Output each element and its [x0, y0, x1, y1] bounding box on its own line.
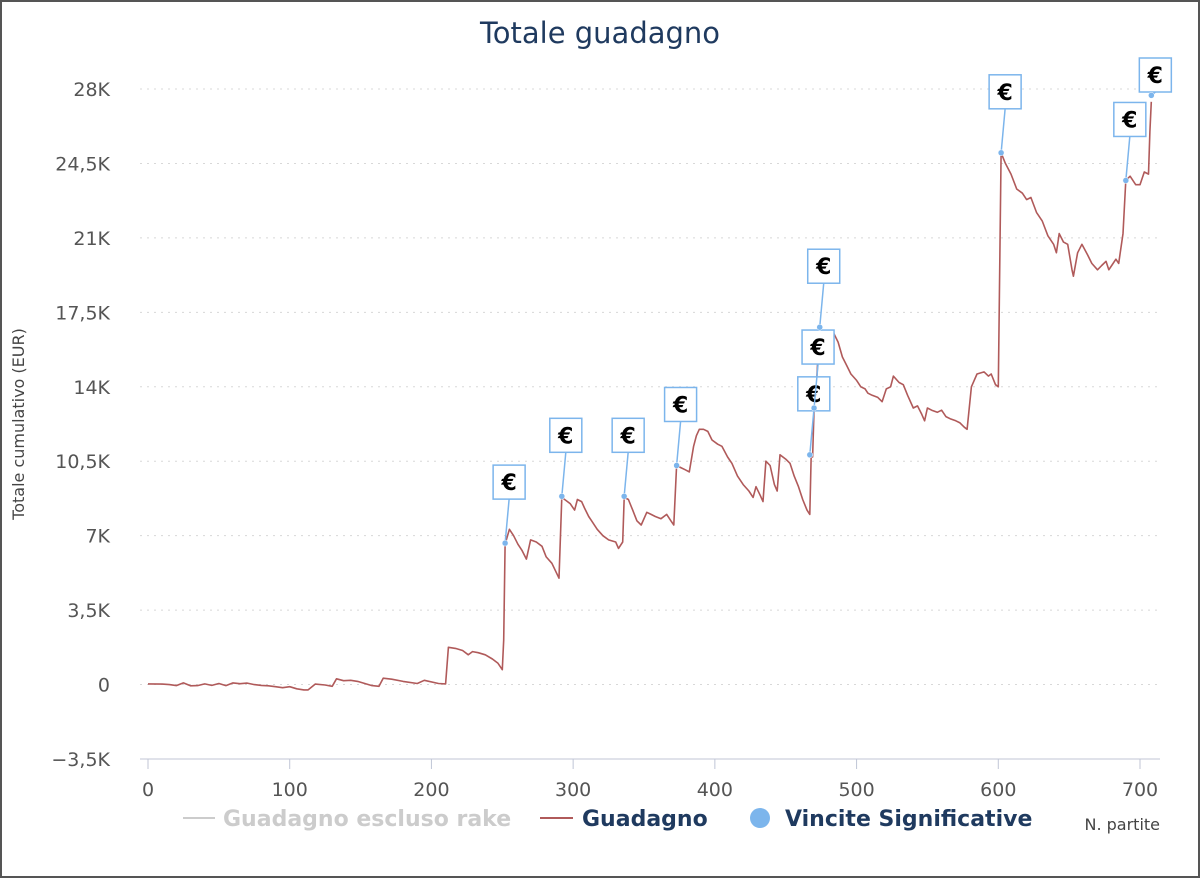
- win-flag-label: €: [1121, 108, 1137, 133]
- grid-lines: [140, 88, 1160, 686]
- win-marker[interactable]: €: [801, 329, 835, 412]
- y-tick-label: 24,5K: [55, 153, 110, 175]
- win-marker-point: [997, 149, 1005, 157]
- x-tick-label: 600: [980, 779, 1016, 801]
- marker-layer: € € € € € € € € € €: [492, 57, 1173, 547]
- win-marker-connector: [809, 410, 815, 455]
- x-tick-label: 400: [697, 779, 733, 801]
- legend-item-guadagno[interactable]: Guadagno: [540, 807, 708, 832]
- y-tick-label: 0: [98, 675, 110, 697]
- win-marker-connector: [813, 363, 819, 409]
- win-flag-box: [1138, 57, 1173, 93]
- win-marker-connector: [1000, 108, 1006, 153]
- win-flag-label: €: [500, 471, 516, 496]
- y-tick-label: 7K: [85, 526, 110, 548]
- win-marker-point: [806, 451, 814, 459]
- win-flag-box: [663, 386, 698, 423]
- win-marker-connector: [675, 421, 682, 466]
- win-marker[interactable]: €: [797, 376, 831, 459]
- series-layer: [147, 101, 1153, 691]
- win-flag-label: €: [809, 336, 825, 361]
- y-tick-label: 28K: [73, 79, 110, 101]
- series-line-guadagno: [147, 101, 1153, 691]
- win-marker-connector: [504, 499, 510, 544]
- win-flag-label: €: [672, 393, 688, 418]
- win-marker-point: [810, 404, 818, 412]
- y-tick-label: 17,5K: [55, 302, 110, 324]
- win-marker[interactable]: €: [988, 74, 1022, 157]
- win-flag-label: €: [815, 255, 831, 280]
- win-marker-point: [673, 462, 680, 469]
- win-flag-label: €: [805, 383, 821, 408]
- win-marker[interactable]: €: [549, 417, 583, 500]
- y-axis-ticks: −3,5K 0 3,5K 7K 10,5K 14K 17,5K 21K 24,5K 28K: [51, 79, 110, 771]
- x-tick-label: 500: [838, 779, 874, 801]
- chart-title: Totale guadagno: [479, 16, 720, 50]
- win-flag-box: [988, 74, 1022, 110]
- win-marker-point: [501, 539, 509, 547]
- x-tick-label: 700: [1122, 779, 1158, 801]
- x-axis-label: N. partite: [1084, 815, 1160, 834]
- x-tick-label: 0: [142, 779, 154, 801]
- win-flag-box: [1113, 101, 1147, 138]
- legend-swatch-vincite-significative: [750, 808, 770, 828]
- win-marker[interactable]: €: [1113, 101, 1147, 184]
- win-flag-box: [492, 464, 526, 500]
- legend-label-guadagno: Guadagno: [582, 807, 708, 832]
- win-marker[interactable]: €: [1138, 57, 1173, 99]
- win-marker-point: [558, 493, 566, 500]
- win-marker-point: [816, 323, 823, 331]
- y-axis-label: Totale cumulativo (EUR): [9, 328, 28, 521]
- x-axis-ticks: 0 100 200 300 400 500 600 700: [142, 759, 1158, 801]
- x-tick-label: 200: [413, 779, 449, 801]
- y-tick-label: 21K: [73, 228, 110, 250]
- win-flag-label: €: [1147, 64, 1163, 89]
- win-marker-connector: [1125, 136, 1131, 181]
- legend-item-guadagno-escluso-rake[interactable]: Guadagno escluso rake: [183, 807, 511, 832]
- legend: Guadagno escluso rake Guadagno Vincite S…: [183, 807, 1032, 832]
- win-marker-point: [620, 493, 628, 500]
- x-tick-label: 300: [555, 779, 591, 801]
- win-flag-label: €: [620, 424, 636, 449]
- win-marker[interactable]: €: [663, 386, 698, 469]
- win-flag-label: €: [996, 81, 1012, 106]
- win-flag-box: [611, 417, 645, 454]
- legend-label-guadagno-escluso-rake: Guadagno escluso rake: [223, 807, 511, 832]
- y-tick-label: 3,5K: [67, 600, 110, 622]
- legend-label-vincite-significative: Vincite Significative: [785, 807, 1032, 832]
- win-flag-box: [549, 417, 583, 454]
- win-marker-point: [1148, 92, 1155, 99]
- y-tick-label: 14K: [73, 377, 110, 399]
- win-marker[interactable]: €: [611, 417, 645, 500]
- win-marker-connector: [818, 283, 825, 328]
- win-flag-box: [801, 329, 835, 365]
- y-tick-label: −3,5K: [51, 749, 110, 771]
- win-marker[interactable]: €: [492, 464, 526, 547]
- legend-item-vincite-significative[interactable]: Vincite Significative: [750, 807, 1032, 832]
- win-marker-connector: [623, 452, 629, 497]
- win-marker-point: [1122, 177, 1130, 184]
- y-tick-label: 10,5K: [55, 451, 110, 473]
- win-marker-connector: [561, 452, 567, 497]
- win-marker[interactable]: €: [806, 248, 841, 331]
- x-tick-label: 100: [272, 779, 308, 801]
- win-flag-box: [806, 248, 841, 284]
- win-flag-label: €: [557, 424, 573, 449]
